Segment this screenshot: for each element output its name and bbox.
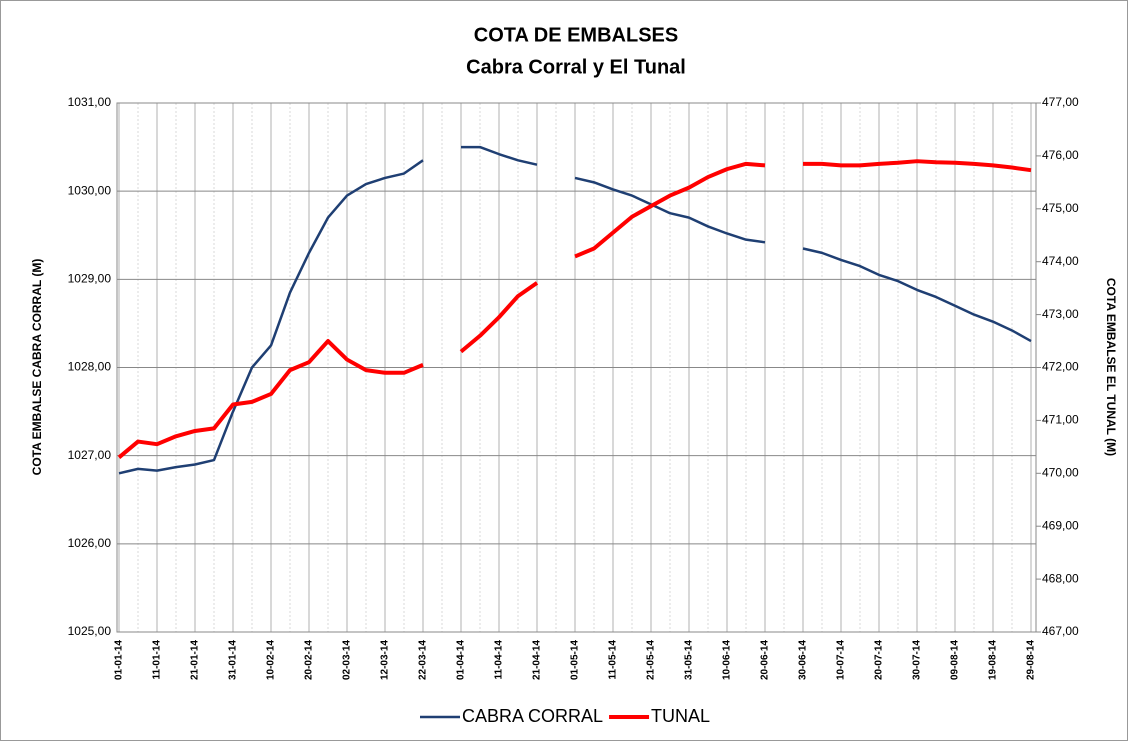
y2-axis-title: COTA EMBALSE EL TUNAL (M) bbox=[1104, 278, 1118, 456]
x-tick-label: 09-08-14 bbox=[950, 640, 961, 680]
y-tick-label: 1027,00 bbox=[68, 448, 112, 462]
x-tick-label: 01-01-14 bbox=[114, 640, 125, 680]
x-tick-label: 10-06-14 bbox=[722, 640, 733, 680]
x-tick-label: 11-04-14 bbox=[494, 640, 505, 680]
x-tick-label: 22-03-14 bbox=[418, 640, 429, 680]
y2-tick-label: 470,00 bbox=[1042, 465, 1079, 479]
x-tick-label: 01-05-14 bbox=[570, 640, 581, 680]
y2-tick-label: 474,00 bbox=[1042, 254, 1079, 268]
x-tick-label: 30-07-14 bbox=[912, 640, 923, 680]
y2-tick-label: 468,00 bbox=[1042, 571, 1079, 585]
y-tick-label: 1025,00 bbox=[68, 624, 112, 638]
x-tick-label: 31-01-14 bbox=[228, 640, 239, 680]
y2-tick-label: 477,00 bbox=[1042, 95, 1079, 109]
y2-tick-label: 472,00 bbox=[1042, 360, 1079, 374]
y2-tick-label: 475,00 bbox=[1042, 201, 1079, 215]
x-tick-label: 20-06-14 bbox=[760, 640, 771, 680]
x-tick-label: 21-04-14 bbox=[532, 640, 543, 680]
x-tick-label: 20-02-14 bbox=[304, 640, 315, 680]
x-tick-label: 01-04-14 bbox=[456, 640, 467, 680]
y2-tick-label: 469,00 bbox=[1042, 518, 1079, 532]
x-tick-label: 11-05-14 bbox=[608, 640, 619, 680]
x-tick-label: 31-05-14 bbox=[684, 640, 695, 680]
x-tick-label: 02-03-14 bbox=[342, 640, 353, 680]
y-tick-label: 1026,00 bbox=[68, 536, 112, 550]
y2-tick-label: 476,00 bbox=[1042, 148, 1079, 162]
y-tick-label: 1029,00 bbox=[68, 272, 112, 286]
chart-subtitle: Cabra Corral y El Tunal bbox=[466, 56, 686, 78]
legend-label: CABRA CORRAL bbox=[462, 706, 603, 726]
x-tick-label: 20-07-14 bbox=[874, 640, 885, 680]
x-tick-label: 10-02-14 bbox=[266, 640, 277, 680]
y2-tick-label: 467,00 bbox=[1042, 624, 1079, 638]
chart-title: COTA DE EMBALSES bbox=[474, 24, 678, 46]
series-line bbox=[118, 145, 1032, 475]
y-tick-label: 1031,00 bbox=[68, 95, 112, 109]
y-tick-label: 1028,00 bbox=[68, 360, 112, 374]
series-line bbox=[117, 159, 1032, 459]
y-tick-label: 1030,00 bbox=[68, 183, 112, 197]
x-tick-label: 29-08-14 bbox=[1026, 640, 1037, 680]
x-tick-label: 12-03-14 bbox=[380, 640, 391, 680]
y-axis-title: COTA EMBALSE CABRA CORRAL (M) bbox=[30, 259, 44, 476]
x-tick-label: 11-01-14 bbox=[152, 640, 163, 680]
y2-tick-label: 473,00 bbox=[1042, 307, 1079, 321]
x-tick-label: 21-01-14 bbox=[190, 640, 201, 680]
legend-label: TUNAL bbox=[651, 706, 710, 726]
x-tick-label: 21-05-14 bbox=[646, 640, 657, 680]
x-tick-label: 30-06-14 bbox=[798, 640, 809, 680]
x-tick-label: 10-07-14 bbox=[836, 640, 847, 680]
y2-tick-label: 471,00 bbox=[1042, 413, 1079, 427]
x-tick-label: 19-08-14 bbox=[988, 640, 999, 680]
